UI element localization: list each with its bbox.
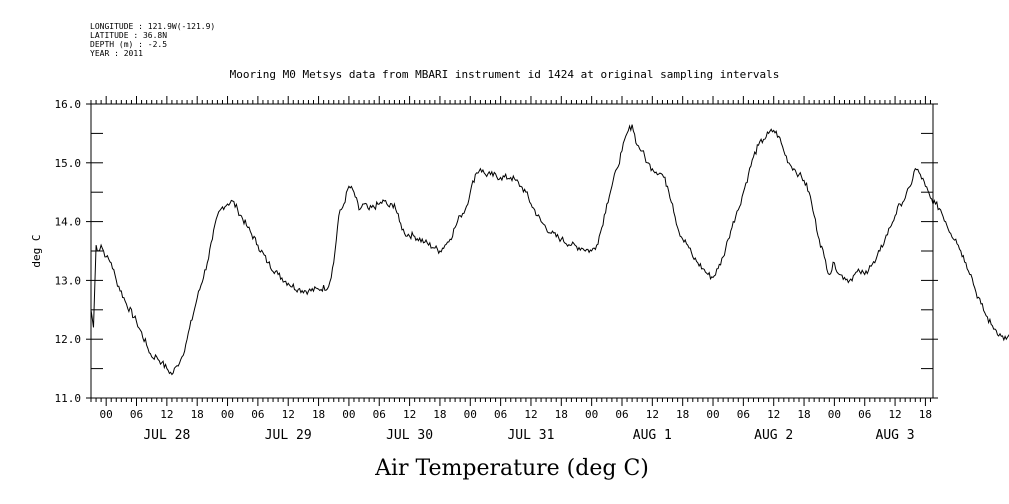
x-tick-label: 06 <box>615 408 628 421</box>
y-tick-label: 15.0 <box>55 157 82 170</box>
x-tick-label: 12 <box>160 408 173 421</box>
x-tick-label: 12 <box>646 408 659 421</box>
x-tick-label: 06 <box>737 408 750 421</box>
x-tick-label: 18 <box>797 408 810 421</box>
x-tick-label: 12 <box>524 408 537 421</box>
x-tick-label: 06 <box>373 408 386 421</box>
x-tick-label: 00 <box>828 408 841 421</box>
x-tick-label: 18 <box>312 408 325 421</box>
latitude-text: LATITUDE : 36.8N <box>90 31 168 40</box>
x-tick-label: 12 <box>403 408 416 421</box>
plot-frame <box>90 103 934 399</box>
x-day-label: AUG 3 <box>876 428 915 443</box>
x-tick-label: 06 <box>494 408 507 421</box>
y-axis-label: deg C <box>30 234 43 267</box>
x-tick-label: 18 <box>919 408 932 421</box>
x-tick-label: 18 <box>676 408 689 421</box>
series-line <box>90 124 1009 376</box>
y-tick-label: 16.0 <box>55 98 82 111</box>
x-tick-label: 06 <box>251 408 264 421</box>
x-day-label: JUL 28 <box>143 428 190 443</box>
longitude-text: LONGITUDE : 121.9W(-121.9) <box>90 22 216 31</box>
x-tick-label: 06 <box>130 408 143 421</box>
y-axis: 11.0 12.0 13.0 14.0 15.0 16.0 <box>55 98 938 405</box>
x-tick-label: 00 <box>221 408 234 421</box>
x-day-label: AUG 1 <box>633 428 672 443</box>
x-tick-label: 12 <box>888 408 901 421</box>
y-tick-label: 13.0 <box>55 274 82 287</box>
x-day-label: JUL 29 <box>265 428 312 443</box>
x-tick-label: 06 <box>858 408 871 421</box>
x-tick-label: 00 <box>464 408 477 421</box>
chart-title: Mooring M0 Metsys data from MBARI instru… <box>229 68 780 81</box>
y-tick-label: 12.0 <box>55 333 82 346</box>
x-axis-title: Air Temperature (deg C) <box>374 456 649 481</box>
x-tick-label: 18 <box>555 408 568 421</box>
metadata-block: LONGITUDE : 121.9W(-121.9) LATITUDE : 36… <box>90 22 215 58</box>
y-tick-label: 11.0 <box>55 392 82 405</box>
x-tick-label: 00 <box>342 408 355 421</box>
x-tick-label: 00 <box>585 408 598 421</box>
x-tick-label: 12 <box>767 408 780 421</box>
x-day-label: AUG 2 <box>754 428 793 443</box>
x-axis: 00 06 12 18 00 06 12 18 00 06 12 18 00 06 12 18 00 06 12 18… <box>90 96 932 443</box>
x-tick-label: 18 <box>191 408 204 421</box>
x-tick-label: 00 <box>100 408 113 421</box>
x-tick-label: 12 <box>282 408 295 421</box>
x-day-label: JUL 30 <box>386 428 433 443</box>
x-day-label: JUL 31 <box>507 428 554 443</box>
year-text: YEAR : 2011 <box>90 49 143 58</box>
x-tick-label: 18 <box>433 408 446 421</box>
y-tick-label: 14.0 <box>55 216 82 229</box>
depth-text: DEPTH (m) : -2.5 <box>90 40 168 49</box>
x-tick-label: 00 <box>706 408 719 421</box>
